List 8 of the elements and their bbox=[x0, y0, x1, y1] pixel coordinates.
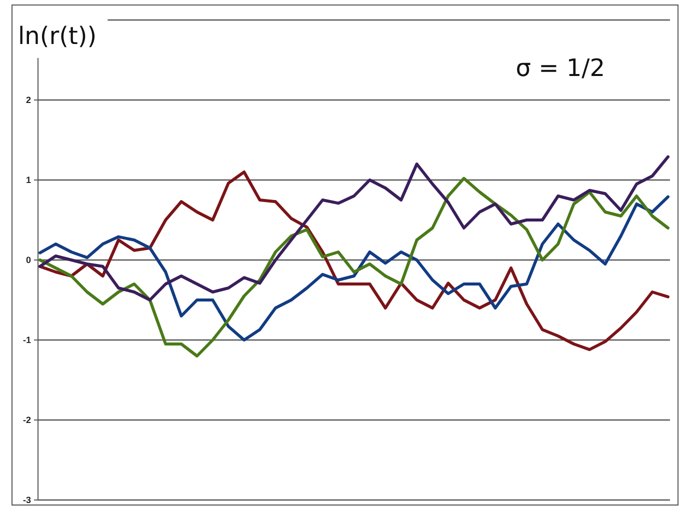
y-tick-label: -1 bbox=[22, 334, 31, 345]
y-tick-label: 2 bbox=[26, 94, 31, 105]
y-axis-title: ln(r(t)) bbox=[18, 22, 97, 50]
annotation: σ = 1/2 bbox=[516, 54, 605, 82]
y-tick-label: 1 bbox=[26, 174, 31, 185]
y-tick-label: -3 bbox=[22, 494, 31, 505]
y-tick-label: -2 bbox=[22, 414, 31, 425]
y-tick-label: 0 bbox=[26, 254, 31, 265]
